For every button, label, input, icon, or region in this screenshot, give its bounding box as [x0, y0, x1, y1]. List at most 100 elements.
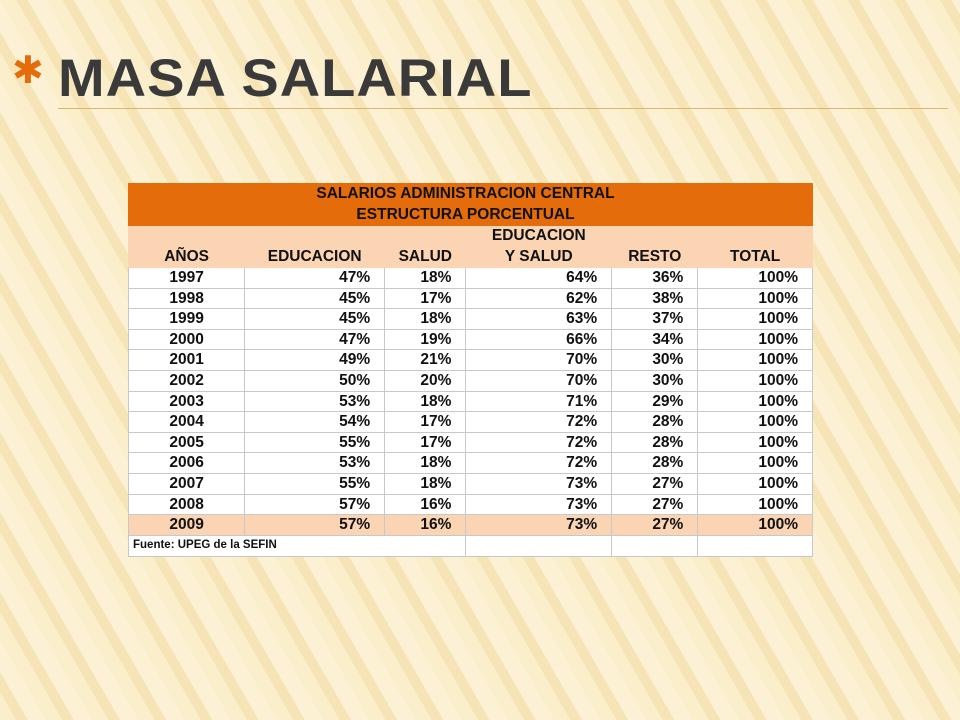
bullet-icon: ✱ [12, 50, 44, 92]
table-cell: 2001 [127, 349, 246, 371]
column-header [244, 225, 386, 247]
table-cell: 100% [697, 390, 813, 413]
table-cell: 73% [465, 514, 613, 536]
table-cell: 19% [384, 328, 467, 351]
header-row: AÑOS EDUCACION SALUD Y SALUD RESTO TOTAL [127, 246, 813, 268]
table-title: SALARIOS ADMINISTRACION CENTRAL [128, 183, 813, 205]
table-cell: 72% [465, 411, 613, 433]
table-cell: 18% [384, 267, 467, 289]
table-cell: 17% [384, 287, 467, 310]
column-header: RESTO [611, 246, 699, 268]
title-row: SALARIOS ADMINISTRACION CENTRAL [128, 183, 813, 205]
table-cell: 1997 [127, 267, 246, 289]
table-cell: 100% [697, 308, 813, 330]
table-cell: 72% [465, 431, 613, 454]
table-cell: 73% [465, 472, 613, 495]
table-row: 1998 45% 17% 62% 38% 100% [127, 287, 813, 310]
column-header: EDUCACION [465, 225, 613, 247]
table-cell: 34% [611, 328, 699, 351]
table-row: 2000 47% 19% 66% 34% 100% [127, 328, 813, 351]
table-cell: 2008 [127, 493, 246, 516]
table-cell: 18% [384, 472, 467, 495]
title-rule [58, 108, 948, 109]
column-header: EDUCACION [244, 246, 386, 268]
table-cell: 53% [244, 390, 386, 413]
column-header [697, 225, 813, 247]
table-cell: 18% [384, 452, 467, 474]
table-cell: 70% [465, 369, 613, 392]
source-row: Fuente: UPEG de la SEFIN [127, 534, 813, 557]
table-row: 2009 57% 16% 73% 27% 100% [127, 514, 813, 536]
table-row: 2002 50% 20% 70% 30% 100% [127, 369, 813, 392]
table-cell: 18% [384, 308, 467, 330]
table-cell: 30% [611, 369, 699, 392]
table-title: ESTRUCTURA PORCENTUAL [128, 204, 813, 226]
table-cell: 38% [611, 287, 699, 310]
table-cell: 28% [611, 431, 699, 454]
table-cell: 2002 [127, 369, 246, 392]
table-cell: 55% [244, 472, 386, 495]
table-cell: 17% [384, 411, 467, 433]
title-row: ESTRUCTURA PORCENTUAL [128, 204, 813, 226]
table-cell: 63% [465, 308, 613, 330]
table-cell: 100% [697, 349, 813, 371]
table-cell: 2009 [127, 514, 246, 536]
table-row: 1997 47% 18% 64% 36% 100% [127, 267, 813, 289]
table-cell: 50% [244, 369, 386, 392]
table-row: 1999 45% 18% 63% 37% 100% [127, 308, 813, 330]
table-cell: 45% [244, 308, 386, 330]
table-cell: 54% [244, 411, 386, 433]
table-cell: 100% [697, 411, 813, 433]
table-cell: 47% [244, 328, 386, 351]
table-cell: 100% [697, 514, 813, 536]
table-cell: 100% [697, 328, 813, 351]
table-cell: 53% [244, 452, 386, 474]
empty-cell [697, 534, 813, 557]
table-cell: 29% [611, 390, 699, 413]
table-cell: 47% [244, 267, 386, 289]
table-cell: 45% [244, 287, 386, 310]
table-cell: 49% [244, 349, 386, 371]
table-cell: 70% [465, 349, 613, 371]
table-cell: 30% [611, 349, 699, 371]
table-cell: 18% [384, 390, 467, 413]
header-row: EDUCACION [127, 225, 813, 247]
column-header [384, 225, 467, 247]
table-row: 2003 53% 18% 71% 29% 100% [127, 390, 813, 413]
table-cell: 64% [465, 267, 613, 289]
empty-cell [611, 534, 699, 557]
table-cell: 71% [465, 390, 613, 413]
column-header: AÑOS [127, 246, 246, 268]
table-cell: 2004 [127, 411, 246, 433]
table-cell: 100% [697, 493, 813, 516]
table-cell: 28% [611, 452, 699, 474]
table-row: 2004 54% 17% 72% 28% 100% [127, 411, 813, 433]
table-cell: 55% [244, 431, 386, 454]
table-cell: 27% [611, 493, 699, 516]
column-header: Y SALUD [465, 246, 613, 268]
table-cell: 2003 [127, 390, 246, 413]
table-cell: 17% [384, 431, 467, 454]
table-cell: 62% [465, 287, 613, 310]
table-cell: 2005 [127, 431, 246, 454]
table-cell: 57% [244, 493, 386, 516]
table-cell: 2007 [127, 472, 246, 495]
table-cell: 100% [697, 452, 813, 474]
column-header: TOTAL [697, 246, 813, 268]
table-cell: 37% [611, 308, 699, 330]
table-cell: 66% [465, 328, 613, 351]
table-cell: 73% [465, 493, 613, 516]
table-cell: 100% [697, 431, 813, 454]
table-cell: 21% [384, 349, 467, 371]
table-cell: 16% [384, 514, 467, 536]
empty-cell [465, 534, 613, 557]
table-cell: 72% [465, 452, 613, 474]
table-cell: 100% [697, 287, 813, 310]
table-row: 2007 55% 18% 73% 27% 100% [127, 472, 813, 495]
table-row: 2008 57% 16% 73% 27% 100% [127, 493, 813, 516]
table-cell: 2000 [127, 328, 246, 351]
data-table: SALARIOS ADMINISTRACION CENTRAL ESTRUCTUR… [127, 183, 813, 557]
table-cell: 100% [697, 267, 813, 289]
table-cell: 20% [384, 369, 467, 392]
